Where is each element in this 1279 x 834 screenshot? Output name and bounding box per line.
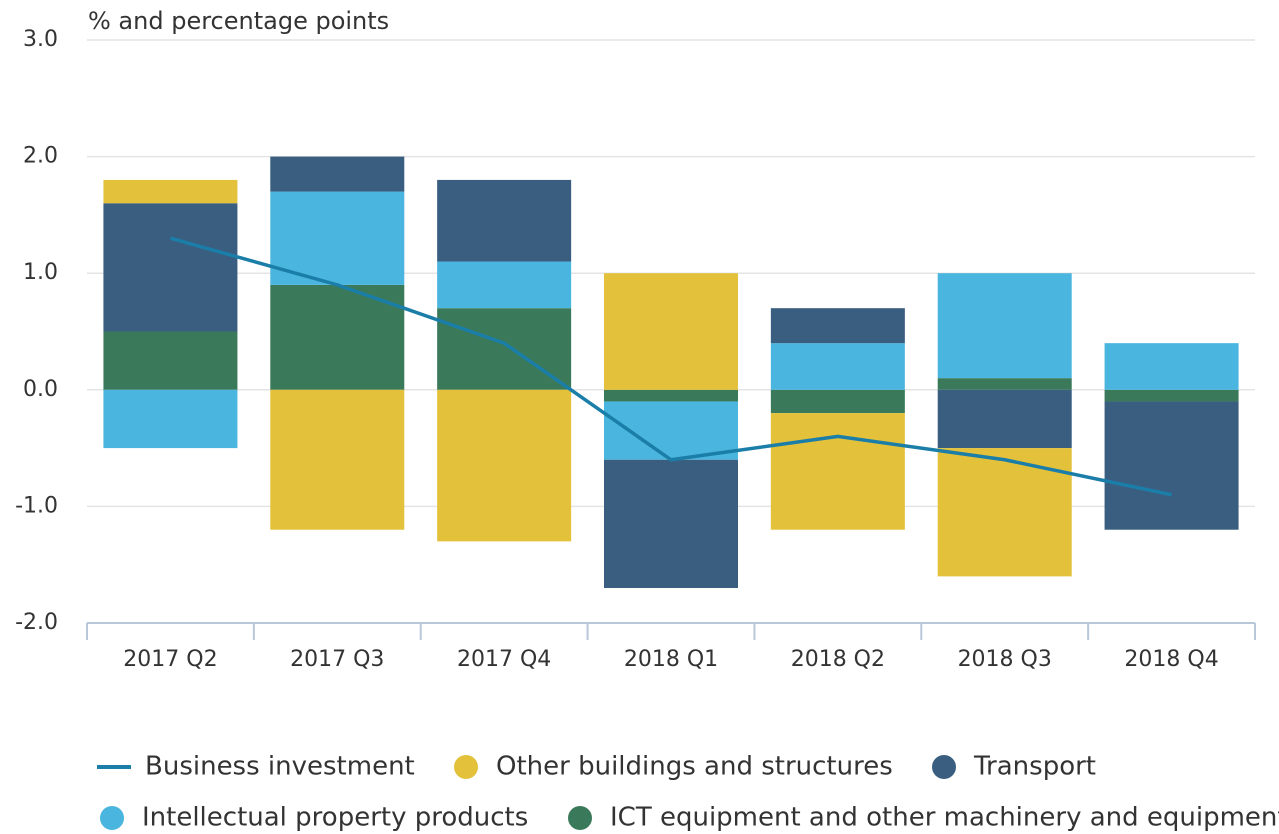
bar-segment xyxy=(270,389,405,530)
legend-marker xyxy=(454,755,478,779)
bar-segment xyxy=(770,389,905,414)
x-tick-label: 2018 Q3 xyxy=(958,647,1052,672)
y-tick-label: -1.0 xyxy=(15,493,58,518)
bar-segment xyxy=(437,389,572,542)
bar-segment xyxy=(103,389,238,449)
bar-segment xyxy=(937,273,1072,379)
legend-label: Transport xyxy=(973,752,1096,782)
bar-segment xyxy=(437,179,572,262)
bar-segment xyxy=(937,448,1072,577)
y-tick-label: 3.0 xyxy=(23,27,58,52)
bar-segment xyxy=(1104,343,1239,390)
bar-segment xyxy=(770,308,905,344)
bar-segment xyxy=(770,413,905,530)
legend-label: ICT equipment and other machinery and eq… xyxy=(610,803,1279,833)
line-series xyxy=(169,236,1172,497)
y-axis-label: % and percentage points xyxy=(88,7,389,35)
x-tick-label: 2017 Q3 xyxy=(290,647,384,672)
y-tick-label: -2.0 xyxy=(15,610,58,635)
bar-segment xyxy=(270,284,405,390)
y-tick-label: 0.0 xyxy=(23,377,58,402)
bar-segment xyxy=(604,273,738,390)
bar-segment xyxy=(437,261,572,309)
bar-segment xyxy=(103,203,238,332)
legend-marker xyxy=(932,755,956,779)
legend-label: Other buildings and structures xyxy=(496,752,893,782)
legend-marker xyxy=(568,806,592,830)
legend-label: Intellectual property products xyxy=(142,803,528,833)
bar-segment xyxy=(270,191,405,285)
bar-segment xyxy=(103,179,238,204)
bar-segment xyxy=(1104,389,1239,402)
bar-segment xyxy=(1104,401,1239,530)
bar-segment xyxy=(604,459,738,589)
legend-marker xyxy=(100,806,124,830)
x-tick-label: 2018 Q1 xyxy=(624,647,718,672)
x-tick-label: 2018 Q4 xyxy=(1124,647,1218,672)
bar-segment xyxy=(770,343,905,390)
x-tick-label: 2018 Q2 xyxy=(791,647,885,672)
bar-segment xyxy=(937,389,1072,449)
bar-segment xyxy=(937,378,1072,390)
x-tick-label: 2017 Q4 xyxy=(457,647,551,672)
bar-segment xyxy=(604,401,738,460)
legend-label: Business investment xyxy=(145,752,415,782)
bar-segment xyxy=(270,156,405,192)
bar-segment xyxy=(103,331,238,390)
x-tick-label: 2017 Q2 xyxy=(123,647,217,672)
y-tick-label: 1.0 xyxy=(23,260,58,285)
y-tick-label: 2.0 xyxy=(23,144,58,169)
bar-segment xyxy=(604,389,738,402)
